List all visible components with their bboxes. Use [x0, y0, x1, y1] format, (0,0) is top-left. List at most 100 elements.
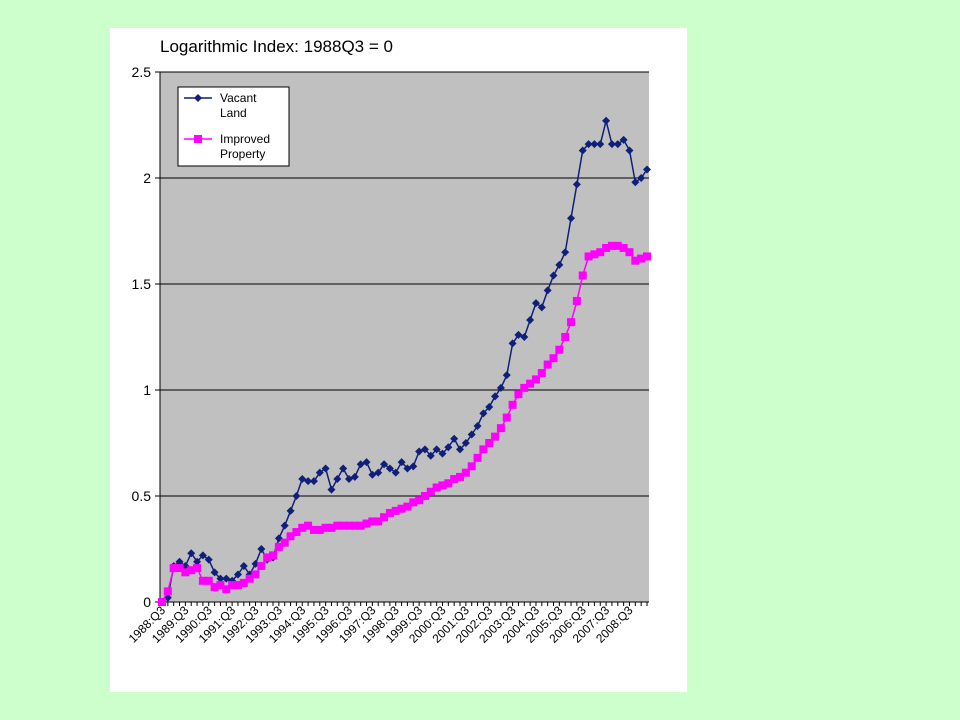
data-point-improved-property: [561, 333, 570, 341]
data-point-vacant-land: [572, 180, 581, 189]
data-point-improved-property: [526, 379, 535, 388]
data-point-vacant-land: [520, 333, 529, 341]
data-point-vacant-land: [590, 140, 599, 149]
data-point-vacant-land: [426, 451, 435, 460]
data-point-improved-property: [444, 479, 453, 488]
data-point-improved-property: [549, 354, 558, 363]
data-point-vacant-land: [543, 286, 552, 295]
legend-vacant-marker: [194, 94, 202, 102]
data-point-improved-property: [286, 532, 295, 541]
data-point-vacant-land: [450, 434, 459, 443]
data-point-vacant-land: [485, 402, 494, 411]
data-point-improved-property: [350, 521, 359, 530]
data-point-vacant-land: [420, 445, 429, 454]
data-point-improved-property: [491, 432, 500, 441]
data-point-improved-property: [578, 271, 587, 280]
y-tick-label: 2: [143, 170, 151, 186]
data-point-improved-property: [631, 256, 640, 265]
data-point-vacant-land: [578, 146, 587, 155]
data-point-improved-property: [543, 360, 552, 369]
data-point-improved-property: [520, 383, 529, 392]
data-point-vacant-land: [596, 140, 605, 149]
data-point-improved-property: [456, 472, 465, 481]
data-point-vacant-land: [304, 477, 313, 486]
data-point-vacant-land: [584, 140, 593, 149]
data-point-improved-property: [263, 553, 272, 562]
data-point-vacant-land: [380, 460, 389, 469]
data-point-improved-property: [467, 462, 476, 471]
data-point-vacant-land: [210, 568, 219, 577]
data-point-improved-property: [502, 413, 511, 422]
data-point-vacant-land: [444, 443, 453, 452]
data-point-improved-property: [426, 487, 435, 496]
data-point-improved-property: [333, 521, 342, 530]
chart-title: Logarithmic Index: 1988Q3 = 0: [160, 37, 393, 56]
data-point-improved-property: [420, 492, 429, 500]
legend-vacant-label-1: Vacant: [220, 91, 257, 105]
legend-vacant-label-2: Land: [220, 106, 247, 120]
data-point-vacant-land: [602, 116, 611, 125]
data-point-vacant-land: [496, 383, 505, 392]
data-point-improved-property: [637, 254, 646, 263]
data-point-vacant-land: [432, 445, 441, 454]
data-point-improved-property: [222, 585, 231, 594]
series-improved-property: [158, 241, 651, 606]
data-point-improved-property: [403, 502, 412, 511]
data-point-improved-property: [409, 498, 418, 507]
y-tick-label: 1: [143, 382, 151, 398]
data-point-improved-property: [397, 504, 406, 513]
series-layer: [158, 116, 651, 606]
data-point-vacant-land: [637, 174, 646, 182]
data-point-improved-property: [643, 252, 651, 261]
data-point-improved-property: [555, 345, 564, 354]
legend-improved-marker: [194, 135, 202, 143]
data-point-improved-property: [380, 513, 389, 522]
data-point-improved-property: [292, 528, 301, 537]
data-point-improved-property: [619, 243, 628, 252]
data-point-vacant-land: [643, 165, 651, 174]
data-point-improved-property: [210, 583, 219, 592]
data-point-vacant-land: [531, 299, 540, 308]
legend-improved-label-1: Improved: [220, 132, 270, 146]
chart-svg: Logarithmic Index: 1988Q3 = 0 0 0.5 1 1.5 2 2…: [126, 37, 651, 646]
data-point-vacant-land: [204, 555, 213, 564]
data-point-improved-property: [269, 551, 278, 560]
data-point-improved-property: [368, 517, 377, 526]
data-point-improved-property: [438, 481, 447, 490]
data-point-vacant-land: [385, 464, 394, 473]
data-point-vacant-land: [163, 593, 172, 602]
y-tick-label: 1.5: [132, 276, 152, 292]
data-point-improved-property: [537, 369, 546, 378]
data-point-improved-property: [450, 475, 459, 484]
data-point-vacant-land: [456, 445, 465, 454]
data-point-improved-property: [274, 542, 283, 551]
data-point-vacant-land: [625, 146, 634, 155]
legend: Vacant Land Improved Property: [177, 86, 290, 167]
data-point-vacant-land: [491, 392, 500, 401]
data-point-vacant-land: [321, 464, 330, 473]
y-tick-label: 2.5: [132, 64, 152, 80]
data-point-improved-property: [169, 564, 178, 573]
data-point-vacant-land: [479, 409, 488, 418]
legend-improved-label-2: Property: [220, 147, 265, 161]
data-point-vacant-land: [315, 468, 324, 477]
data-point-improved-property: [339, 521, 348, 530]
data-point-improved-property: [356, 521, 365, 530]
data-point-improved-property: [304, 521, 313, 530]
data-point-improved-property: [625, 248, 634, 257]
data-point-improved-property: [228, 581, 237, 590]
data-point-improved-property: [158, 598, 166, 606]
data-point-improved-property: [596, 248, 605, 257]
data-point-vacant-land: [438, 449, 447, 458]
data-point-vacant-land: [280, 521, 289, 530]
data-point-vacant-land: [309, 477, 318, 486]
data-point-vacant-land: [187, 549, 196, 558]
data-point-improved-property: [298, 523, 307, 532]
data-point-vacant-land: [409, 462, 418, 471]
data-point-vacant-land: [555, 260, 564, 269]
data-point-improved-property: [257, 561, 266, 570]
data-point-vacant-land: [526, 316, 535, 325]
data-point-improved-property: [163, 587, 172, 596]
data-point-improved-property: [374, 517, 383, 526]
chart-card: Logarithmic Index: 1988Q3 = 0 0 0.5 1 1.5 2 2…: [110, 28, 687, 692]
